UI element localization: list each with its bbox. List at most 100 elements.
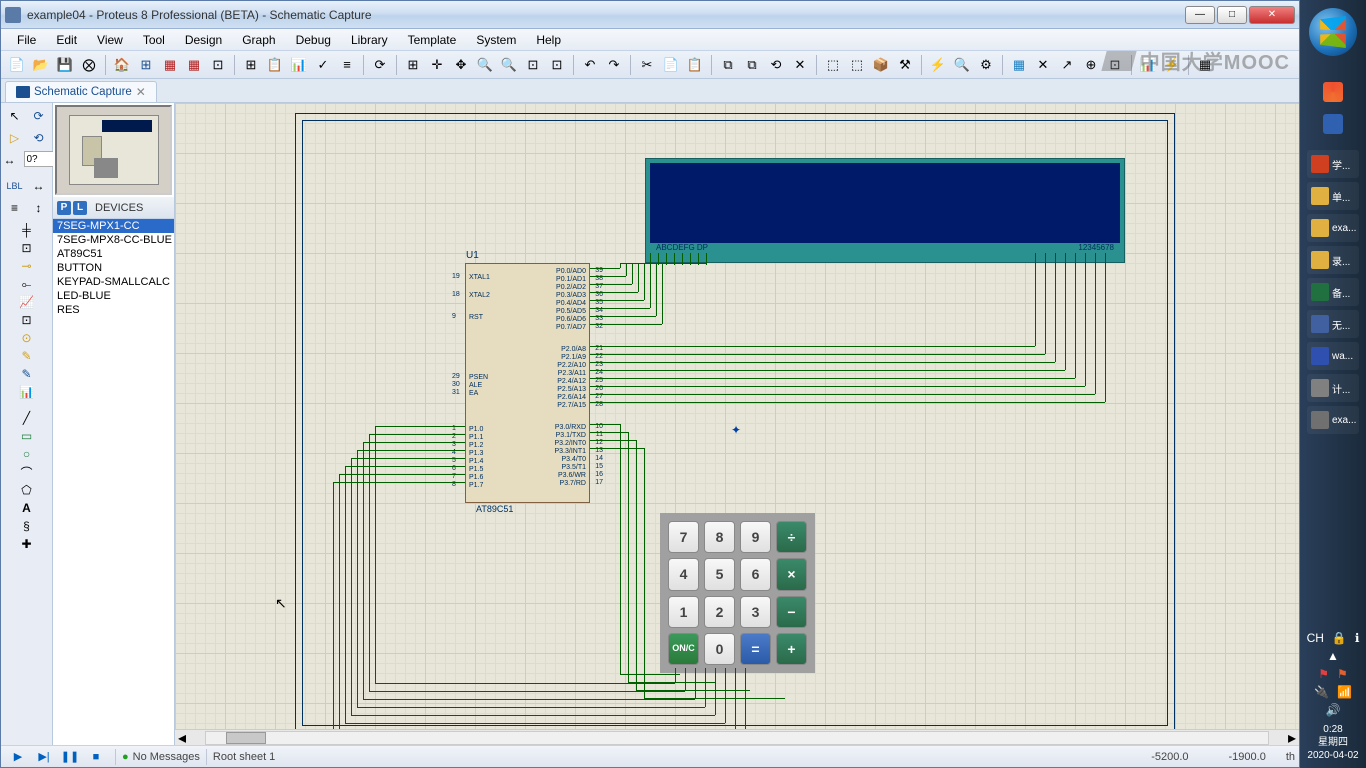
component-7seg-display[interactable]: ABCDEFG DP 12345678: [645, 158, 1125, 263]
bus-button[interactable]: ╪: [17, 221, 37, 239]
new-button[interactable]: 📄: [6, 54, 28, 76]
keypad-key[interactable]: 0: [704, 633, 735, 665]
undo-button[interactable]: ↶: [579, 54, 601, 76]
keypad-key[interactable]: 5: [704, 558, 735, 590]
component-mode-button[interactable]: ▷: [5, 129, 25, 147]
wire-label-button[interactable]: LBL: [5, 177, 25, 195]
instrument-button[interactable]: 📊: [17, 383, 37, 401]
taskbar-pinned-icon[interactable]: [1323, 82, 1343, 102]
titlebar[interactable]: example04 - Proteus 8 Professional (BETA…: [1, 1, 1299, 29]
2d-circle-button[interactable]: ○: [17, 445, 37, 463]
taskbar-window[interactable]: 录...: [1307, 246, 1359, 274]
netlist-button[interactable]: ≡: [336, 54, 358, 76]
save-button[interactable]: 💾: [54, 54, 76, 76]
report-button[interactable]: 📋: [264, 54, 286, 76]
zoom-area-button[interactable]: ⊡: [546, 54, 568, 76]
schematic-canvas[interactable]: U1 AT89C51 XTAL119XTAL218RST9PSEN29ALE30…: [175, 103, 1299, 729]
block-rotate-button[interactable]: ⟲: [765, 54, 787, 76]
mirror-y-button[interactable]: ↔: [29, 177, 49, 195]
keypad-key[interactable]: ×: [776, 558, 807, 590]
paste-button[interactable]: 📋: [684, 54, 706, 76]
keypad-key[interactable]: 9: [740, 521, 771, 553]
device-item[interactable]: KEYPAD-SMALLCALC: [53, 275, 174, 289]
2d-marker-button[interactable]: ✚: [17, 535, 37, 553]
pcb-button[interactable]: ▦: [159, 54, 181, 76]
keypad-key[interactable]: ÷: [776, 521, 807, 553]
close-button[interactable]: ✕: [1249, 6, 1295, 24]
component-keypad[interactable]: 789÷456×123−ON/C0=+: [660, 513, 815, 673]
power-icon[interactable]: 🔌: [1314, 685, 1329, 699]
2d-text-button[interactable]: A: [17, 499, 37, 517]
menu-help[interactable]: Help: [526, 31, 571, 49]
tray-icon[interactable]: ⚑: [1337, 667, 1348, 681]
device-item[interactable]: BUTTON: [53, 261, 174, 275]
l-button[interactable]: L: [73, 201, 87, 215]
p-button[interactable]: P: [57, 201, 71, 215]
rotate-ccw-button[interactable]: ⟲: [29, 129, 49, 147]
copy-button[interactable]: 📄: [660, 54, 682, 76]
remove-sheet-button[interactable]: ✕: [1032, 54, 1054, 76]
overview-box[interactable]: [55, 105, 172, 195]
device-pin-button[interactable]: ⟜: [17, 275, 37, 293]
taskbar-window[interactable]: 备...: [1307, 278, 1359, 306]
step-button[interactable]: ▶|: [33, 748, 55, 766]
2d-box-button[interactable]: ▭: [17, 427, 37, 445]
2d-path-button[interactable]: ⬠: [17, 481, 37, 499]
maximize-button[interactable]: □: [1217, 6, 1247, 24]
gerber-button[interactable]: ⊡: [207, 54, 229, 76]
block-copy-button[interactable]: ⧉: [717, 54, 739, 76]
goto-sheet-button[interactable]: ↗: [1056, 54, 1078, 76]
bom-button[interactable]: 📊: [288, 54, 310, 76]
keypad-key[interactable]: 2: [704, 596, 735, 628]
device-item[interactable]: AT89C51: [53, 247, 174, 261]
keypad-key[interactable]: 1: [668, 596, 699, 628]
zoom-all-button[interactable]: ⊡: [522, 54, 544, 76]
device-item[interactable]: LED-BLUE: [53, 289, 174, 303]
keypad-key[interactable]: 3: [740, 596, 771, 628]
device-item[interactable]: 7SEG-MPX8-CC-BLUE: [53, 233, 174, 247]
home-button[interactable]: 🏠: [111, 54, 133, 76]
stop-button[interactable]: ■: [85, 748, 107, 766]
menu-library[interactable]: Library: [341, 31, 398, 49]
minimize-button[interactable]: —: [1185, 6, 1215, 24]
refresh-button[interactable]: ⟳: [369, 54, 391, 76]
keypad-key[interactable]: +: [776, 633, 807, 665]
search-button[interactable]: 🔍: [951, 54, 973, 76]
tab-schematic[interactable]: Schematic Capture ✕: [5, 81, 157, 102]
grid-button[interactable]: ⊞: [402, 54, 424, 76]
menu-edit[interactable]: Edit: [46, 31, 87, 49]
pan-button[interactable]: ✥: [450, 54, 472, 76]
selection-mode-button[interactable]: ↖: [5, 107, 25, 125]
zoom-out-button[interactable]: 🔍: [498, 54, 520, 76]
network-icon[interactable]: 📶: [1337, 685, 1352, 699]
tray-up-icon[interactable]: ▲: [1327, 649, 1339, 663]
block-delete-button[interactable]: ✕: [789, 54, 811, 76]
current-probe-button[interactable]: ✎: [17, 365, 37, 383]
tab-close-button[interactable]: ✕: [136, 85, 146, 99]
wire-autorouter-button[interactable]: ⚡: [927, 54, 949, 76]
zoom-in-button[interactable]: 🔍: [474, 54, 496, 76]
decompose-button[interactable]: ⚒: [894, 54, 916, 76]
taskbar-window[interactable]: 学...: [1307, 150, 1359, 178]
erc-button[interactable]: ✓: [312, 54, 334, 76]
keypad-key[interactable]: 6: [740, 558, 771, 590]
taskbar-window[interactable]: exa...: [1307, 214, 1359, 242]
taskbar-window[interactable]: wa...: [1307, 342, 1359, 370]
menu-debug[interactable]: Debug: [286, 31, 341, 49]
keypad-key[interactable]: ON/C: [668, 633, 699, 665]
device-item[interactable]: RES: [53, 303, 174, 317]
property-button[interactable]: ⚙: [975, 54, 997, 76]
device-item[interactable]: 7SEG-MPX1-CC: [53, 219, 174, 233]
origin-button[interactable]: ✛: [426, 54, 448, 76]
taskbar-window[interactable]: 无...: [1307, 310, 1359, 338]
mirror-x-button[interactable]: ↔: [0, 151, 20, 169]
taskbar-window[interactable]: exa...: [1307, 406, 1359, 434]
keypad-key[interactable]: −: [776, 596, 807, 628]
rotate-cw-button[interactable]: ⟳: [29, 107, 49, 125]
menu-file[interactable]: File: [7, 31, 46, 49]
schematic-button[interactable]: ⊞: [135, 54, 157, 76]
cut-button[interactable]: ✂: [636, 54, 658, 76]
tray-icon[interactable]: ℹ: [1355, 631, 1360, 645]
device-list[interactable]: 7SEG-MPX1-CC7SEG-MPX8-CC-BLUEAT89C51BUTT…: [53, 219, 174, 745]
2d-line-button[interactable]: ╱: [17, 409, 37, 427]
